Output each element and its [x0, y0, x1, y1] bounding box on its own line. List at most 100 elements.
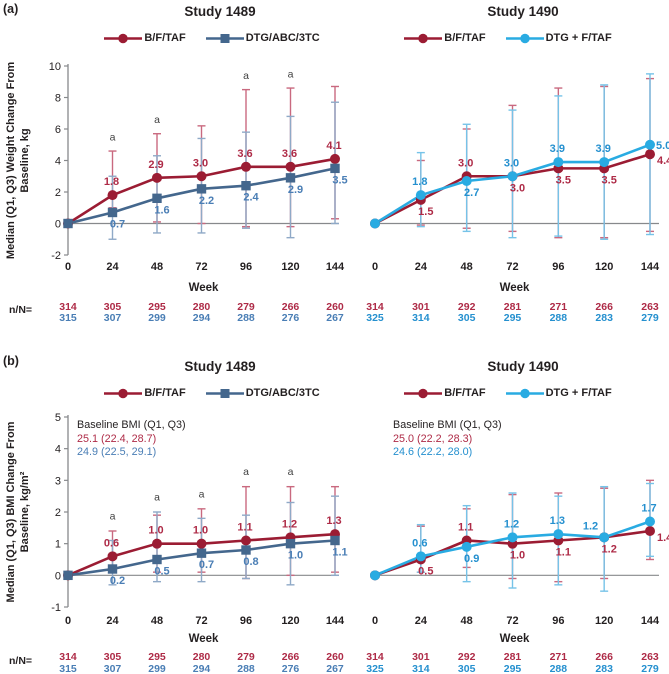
chart-title-b-1489: Study 1489: [184, 359, 256, 374]
n-value: 315: [59, 312, 77, 324]
point-label: 1.1: [556, 547, 571, 559]
data-point-s1-wk120: [285, 538, 296, 549]
y-tick-label: 6: [55, 124, 61, 136]
point-label: 3.5: [602, 174, 617, 186]
data-point-s1-wk120: [599, 157, 610, 168]
point-label: 3.0: [510, 182, 525, 194]
n-over-N-label-a: n/N=: [9, 304, 33, 316]
x-axis-title: Week: [189, 282, 219, 294]
y-tick-label: 2: [55, 507, 61, 519]
week-label: 72: [195, 615, 207, 627]
data-point-s1-wk24: [107, 207, 118, 218]
line-marker-icon: [104, 33, 143, 43]
legend-marker: [418, 33, 428, 43]
point-label: 0.9: [464, 553, 479, 565]
point-label: 1.3: [550, 515, 565, 527]
n-value: 314: [412, 312, 430, 324]
y-tick-label: 0: [55, 219, 61, 231]
n-value: 301: [412, 301, 430, 313]
x-axis-title: Week: [189, 633, 219, 645]
n-value: 280: [193, 651, 211, 663]
n-value: 292: [458, 301, 476, 313]
n-value: 279: [641, 663, 659, 674]
y-tick-label: 1: [55, 539, 61, 551]
point-label: 1.2: [583, 520, 598, 532]
y-axis-title: Median (Q1, Q3) BMI Change From: [5, 421, 17, 602]
point-label: 0.8: [243, 556, 258, 568]
n-value: 295: [148, 651, 166, 663]
point-label: 1.0: [148, 525, 163, 537]
sig-marker-wk48: a: [154, 492, 160, 504]
n-value: 305: [458, 312, 476, 324]
point-label: 0.7: [110, 218, 125, 230]
n-value: 299: [148, 312, 166, 324]
point-label: 2.9: [148, 159, 163, 171]
legend-b-1490: B/F/TAF DTG + F/TAF: [358, 387, 658, 399]
data-point-s0-wk48: [152, 172, 162, 183]
n-value: 295: [504, 663, 522, 674]
legend-item-bftaf: B/F/TAF: [404, 387, 486, 399]
legend-label: DTG + F/TAF: [545, 32, 612, 44]
n-value: 314: [366, 651, 384, 663]
point-label: 2.9: [288, 184, 303, 196]
data-point-s1-wk24: [415, 551, 426, 562]
week-label: 72: [506, 615, 518, 627]
legend-a-1489: B/F/TAF DTG/ABC/3TC: [62, 32, 362, 44]
legend-marker: [519, 388, 530, 398]
week-label: 120: [281, 261, 299, 273]
x-axis-title: Week: [500, 282, 530, 294]
legend-item-dtg-abc-3tc: DTG/ABC/3TC: [205, 387, 320, 399]
line-marker-icon: [205, 388, 244, 398]
week-label: 144: [641, 615, 660, 627]
week-label: 120: [281, 615, 299, 627]
n-value: 280: [193, 301, 211, 313]
data-point-s1-wk144: [645, 139, 655, 150]
data-point-s1-wk96: [553, 529, 564, 540]
legend-marker: [220, 388, 230, 398]
n-value: 305: [104, 301, 122, 313]
n-over-N-label-b: n/N=: [9, 655, 33, 667]
n-value: 263: [641, 651, 659, 663]
data-point-s1-wk96: [553, 157, 564, 168]
point-label: 1.0: [193, 525, 208, 537]
week-label: 72: [506, 261, 518, 273]
data-point-s1-wk72: [196, 548, 207, 558]
week-label: 120: [595, 261, 613, 273]
data-point-s1-wk96: [241, 545, 251, 555]
y-tick-label: -1: [51, 602, 61, 614]
annotation-title: Baseline BMI (Q1, Q3): [393, 419, 502, 431]
n-value: 279: [237, 301, 255, 313]
n-value: 266: [595, 651, 613, 663]
n-value: 305: [104, 651, 122, 663]
data-point-s1-wk144: [330, 535, 340, 546]
point-label: 1.8: [104, 176, 119, 188]
y-axis-title: Median (Q1, Q3) Weight Change From: [5, 62, 17, 259]
data-point-s1-wk48: [152, 554, 162, 565]
n-value: 295: [148, 301, 166, 313]
point-label: 0.6: [104, 537, 119, 549]
data-point-s1-wk0: [370, 570, 380, 581]
data-point-s1-wk96: [241, 181, 251, 191]
week-label: 96: [552, 615, 564, 627]
week-label: 144: [326, 615, 345, 627]
point-label: 1.6: [154, 204, 169, 216]
point-label: 0.5: [418, 566, 433, 578]
data-point-s0-wk144: [645, 526, 655, 536]
legend-item-bftaf: B/F/TAF: [104, 32, 186, 44]
legend-b-1489: B/F/TAF DTG/ABC/3TC: [62, 387, 362, 399]
y-tick-label: 10: [49, 61, 61, 73]
n-value: 267: [326, 663, 344, 674]
point-label: 1.0: [510, 550, 525, 562]
point-label: 2.4: [243, 192, 259, 204]
panel-a-label: (a): [3, 2, 19, 16]
legend-marker: [220, 33, 230, 43]
line-marker-icon: [104, 388, 143, 398]
n-value: 305: [458, 663, 476, 674]
point-label: 3.5: [556, 174, 571, 186]
chart-title-a-1490: Study 1490: [487, 4, 559, 19]
point-label: 4.1: [326, 140, 341, 152]
data-point-s0-wk144: [330, 153, 340, 164]
data-point-s1-wk48: [152, 193, 162, 203]
week-label: 120: [595, 615, 613, 627]
legend-label: DTG + F/TAF: [545, 387, 612, 399]
